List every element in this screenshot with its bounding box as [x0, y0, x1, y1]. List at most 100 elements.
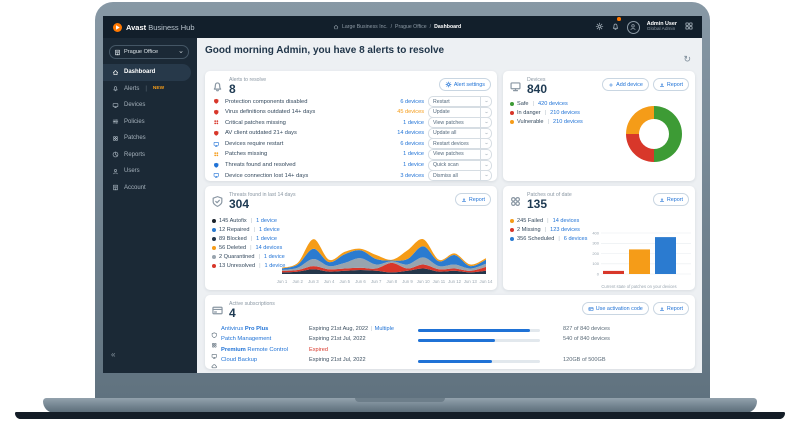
shield-icon — [211, 332, 218, 339]
legend-count-link[interactable]: 210 devices — [553, 118, 583, 125]
legend-separator: | — [558, 235, 560, 242]
alert-text: Protection components disabled — [225, 98, 308, 105]
sidebar-item-account[interactable]: Account — [103, 180, 197, 197]
devices-report-button[interactable]: Report — [652, 78, 689, 91]
legend-item: In danger | 210 devices — [510, 108, 583, 117]
legend-count-link[interactable]: 1 device — [256, 217, 277, 224]
alert-action-dropdown[interactable]: Dismiss all — [428, 170, 492, 182]
legend-dot — [510, 119, 514, 124]
devices-card: Devices 840 Add device Report Safe | 420… — [503, 71, 695, 181]
subscription-row: Cloud Backup Expiring 21st Jul, 2022 120… — [205, 356, 695, 369]
sidebar-item-policies[interactable]: Policies — [103, 114, 197, 131]
threats-report-button[interactable]: Report — [454, 193, 491, 206]
building-icon — [114, 49, 121, 56]
subscriptions-report-button[interactable]: Report — [652, 302, 689, 315]
chevron-icon — [484, 99, 489, 104]
alert-device-count-link[interactable]: 6 devices — [400, 98, 424, 105]
add-device-button[interactable]: Add device — [602, 78, 649, 91]
avatar[interactable] — [626, 20, 640, 34]
sidebar-item-dashboard[interactable]: Dashboard — [103, 64, 191, 81]
legend-dot — [510, 101, 514, 106]
multiple-link[interactable]: Multiple — [374, 325, 394, 332]
subscription-name-link[interactable]: Cloud Backup — [221, 357, 258, 363]
svg-text:Jun 13: Jun 13 — [464, 279, 478, 284]
org-selector[interactable]: Prague Office — [109, 45, 189, 59]
sidebar-item-users[interactable]: Users — [103, 163, 197, 180]
breadcrumb-separator: / — [429, 24, 432, 30]
bell-icon — [211, 77, 224, 96]
gear-icon[interactable] — [595, 18, 604, 36]
refresh-icon[interactable]: ↻ — [683, 54, 691, 64]
alert-action-dropdown[interactable]: Quick scan — [428, 159, 492, 171]
legend-count-link[interactable]: 14 devices — [255, 244, 283, 251]
shield-icon — [211, 130, 221, 137]
legend-item: 56 Deleted | 14 devices — [212, 243, 285, 252]
sidebar-item-devices[interactable]: Devices — [103, 97, 197, 114]
subscription-progress-fill — [418, 339, 495, 342]
subscription-usage: 827 of 840 devices — [563, 325, 610, 332]
patch-icon — [509, 192, 522, 211]
legend-label: 13 Unresolved — [219, 262, 256, 269]
subscription-progress-track — [418, 360, 540, 363]
subscription-name-link[interactable]: Patch Management — [221, 336, 272, 342]
subscription-name-link[interactable]: Premium Remote Control — [221, 346, 289, 353]
legend-count-link[interactable]: 1 device — [256, 235, 277, 242]
patches-report-button[interactable]: Report — [652, 193, 689, 206]
alert-text: Threats found and resolved — [225, 162, 296, 169]
legend-count-link[interactable]: 14 devices — [552, 217, 580, 224]
alert-device-count-link[interactable]: 1 device — [403, 162, 424, 169]
legend-count-link[interactable]: 210 devices — [550, 109, 580, 116]
legend-item: Vulnerable | 210 devices — [510, 117, 583, 126]
breadcrumb-item[interactable]: Prague Office — [395, 24, 427, 30]
user-role: Global Admin — [646, 27, 676, 33]
alert-action-dropdown[interactable]: View patches — [428, 117, 492, 129]
sidebar-item-label: Alerts — [124, 85, 140, 92]
svg-text:0: 0 — [597, 271, 600, 276]
notifications-icon[interactable] — [611, 17, 621, 36]
apps-icon[interactable] — [684, 18, 694, 36]
alert-action-label: Update — [433, 109, 450, 116]
breadcrumb-item[interactable]: Large Business Inc. — [342, 24, 388, 30]
legend-count-link[interactable]: 1 device — [264, 262, 286, 269]
sidebar-item-alerts[interactable]: Alerts | NEW — [103, 81, 197, 98]
legend-count-link[interactable]: 1 device — [258, 226, 280, 233]
org-selector-label: Prague Office — [124, 49, 159, 55]
legend-label: 56 Deleted — [219, 244, 247, 251]
chevron-down-icon — [480, 160, 491, 170]
alert-device-count-link[interactable]: 1 device — [403, 119, 424, 126]
legend-separator: | — [253, 226, 255, 233]
svg-text:Jun 2: Jun 2 — [292, 279, 303, 284]
svg-text:Jun 9: Jun 9 — [402, 279, 413, 284]
legend-count-link[interactable]: 123 devices — [550, 226, 580, 233]
threats-card: Threats found in last 14 days 304 Report… — [205, 186, 497, 290]
alert-action-dropdown[interactable]: Restart devices — [428, 138, 492, 150]
subscription-name-link[interactable]: Antivirus Pro Plus — [221, 325, 269, 332]
alert-action-dropdown[interactable]: Restart — [428, 96, 492, 107]
breadcrumb-separator: / — [390, 24, 393, 30]
alert-action-dropdown[interactable]: View patches — [428, 148, 492, 160]
alert-row: Virus definitions outdated 14+ days 45 d… — [211, 106, 492, 118]
alert-device-count-link[interactable]: 3 devices — [400, 172, 424, 179]
user-block[interactable]: Admin User Global Admin — [647, 21, 677, 33]
legend-count-link[interactable]: 1 device — [263, 253, 285, 260]
use-activation-code-button[interactable]: Use activation code — [581, 302, 649, 315]
alert-device-count-link[interactable]: 14 devices — [397, 130, 424, 137]
alert-device-count-link[interactable]: 6 devices — [400, 140, 424, 147]
alert-row: Threats found and resolved 1 device Quic… — [211, 159, 492, 171]
legend-item: 13 Unresolved | 1 device — [212, 261, 285, 270]
sidebar-item-patches[interactable]: Patches — [103, 130, 197, 147]
sidebar-collapse-icon[interactable]: « — [111, 350, 116, 359]
alert-device-count-link[interactable]: 45 devices — [397, 109, 424, 116]
user-name: Admin User — [646, 21, 677, 28]
subscription-expiry: Expiring 21st Jul, 2022 — [309, 357, 366, 363]
alert-settings-button[interactable]: Alert settings — [438, 78, 491, 91]
alert-action-dropdown[interactable]: Update all — [428, 127, 492, 139]
legend-separator: | — [250, 217, 253, 224]
sidebar-item-reports[interactable]: Reports — [103, 147, 197, 164]
alert-device-count-link[interactable]: 1 device — [403, 151, 424, 158]
legend-label: 245 Failed — [517, 217, 544, 224]
alert-action-dropdown[interactable]: Update — [428, 106, 492, 118]
alert-text: Patches missing — [225, 151, 268, 158]
legend-count-link[interactable]: 6 devices — [563, 235, 588, 242]
legend-count-link[interactable]: 420 devices — [537, 100, 568, 107]
